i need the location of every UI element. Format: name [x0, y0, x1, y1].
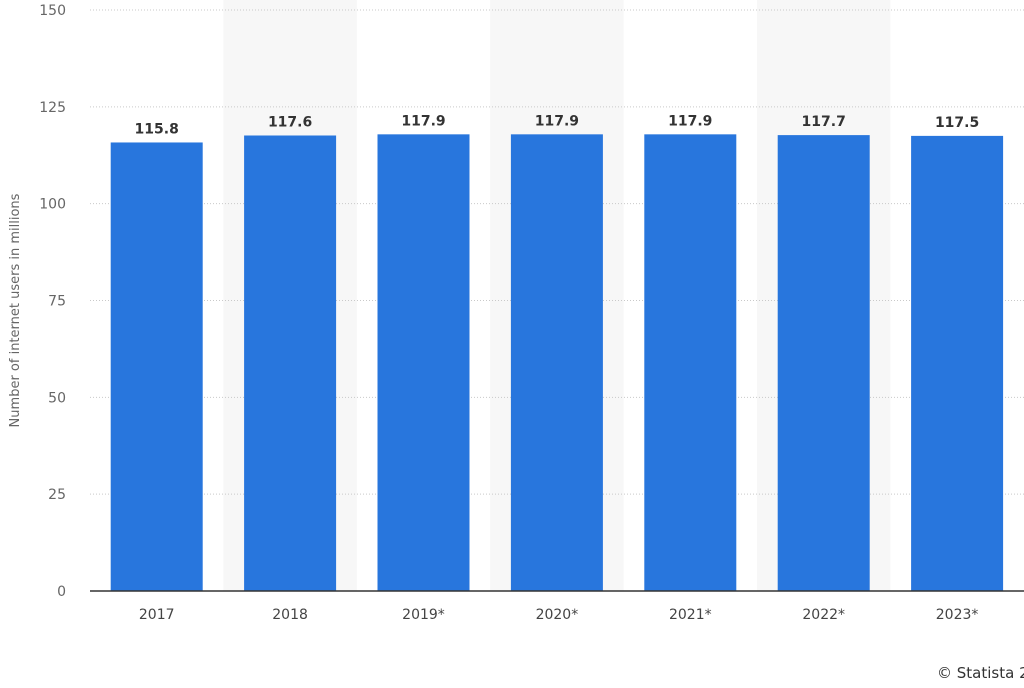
- y-tick-label: 0: [57, 584, 66, 600]
- y-tick-label: 125: [39, 100, 66, 116]
- x-tick-label: 2019*: [402, 607, 445, 623]
- x-tick-label: 2018: [272, 607, 308, 623]
- copyright-notice: © Statista 2: [937, 664, 1024, 682]
- y-tick-label: 25: [48, 487, 66, 503]
- data-label: 117.5: [935, 115, 979, 131]
- y-tick-label: 50: [48, 390, 66, 406]
- x-tick-label: 2020*: [536, 607, 579, 623]
- data-label: 115.8: [135, 121, 179, 137]
- bar: [510, 134, 603, 592]
- y-tick-label: 150: [39, 3, 66, 19]
- bar: [110, 142, 203, 591]
- bar: [777, 135, 870, 591]
- bar: [244, 135, 337, 591]
- y-tick-label: 75: [48, 294, 66, 310]
- y-axis-title: Number of internet users in millions: [8, 193, 23, 427]
- data-label: 117.9: [668, 113, 712, 129]
- x-tick-labels: 2017 2018 2019* 2020* 2021* 2022* 2023*: [139, 607, 979, 623]
- data-label: 117.9: [401, 113, 445, 129]
- bar: [911, 135, 1004, 591]
- x-tick-label: 2022*: [802, 607, 845, 623]
- bar: [644, 134, 737, 592]
- x-tick-label: 2021*: [669, 607, 712, 623]
- bars: [110, 134, 1004, 592]
- bar: [377, 134, 470, 592]
- x-tick-label: 2017: [139, 607, 175, 623]
- y-tick-labels: 0 25 50 75 100 125 150: [39, 3, 66, 600]
- y-tick-label: 100: [39, 197, 66, 213]
- data-label: 117.6: [268, 114, 312, 130]
- data-label: 117.7: [802, 114, 846, 130]
- x-tick-label: 2023*: [936, 607, 979, 623]
- data-labels: 115.8 117.6 117.9 117.9 117.9 117.7 117.5: [135, 113, 980, 137]
- data-label: 117.9: [535, 113, 579, 129]
